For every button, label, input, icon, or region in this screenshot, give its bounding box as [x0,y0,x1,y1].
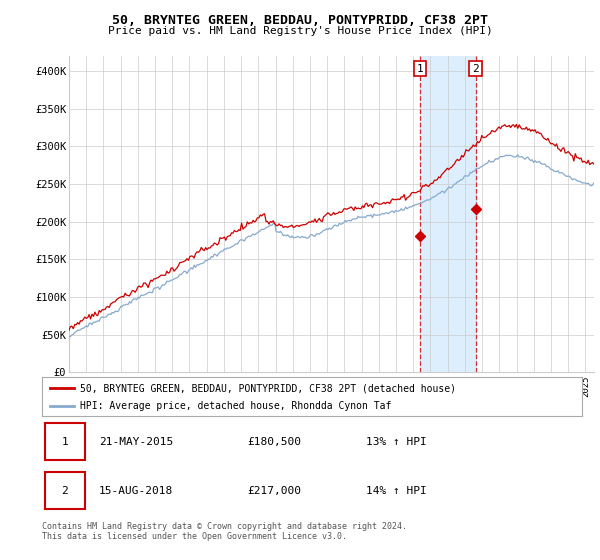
Text: £217,000: £217,000 [247,486,301,496]
Text: 14% ↑ HPI: 14% ↑ HPI [366,486,427,496]
Text: 13% ↑ HPI: 13% ↑ HPI [366,437,427,446]
Text: 15-AUG-2018: 15-AUG-2018 [98,486,173,496]
Text: 50, BRYNTEG GREEN, BEDDAU, PONTYPRIDD, CF38 2PT: 50, BRYNTEG GREEN, BEDDAU, PONTYPRIDD, C… [112,14,488,27]
Text: 1: 1 [416,64,424,74]
Text: 21-MAY-2015: 21-MAY-2015 [98,437,173,446]
Text: Contains HM Land Registry data © Crown copyright and database right 2024.
This d: Contains HM Land Registry data © Crown c… [42,522,407,542]
FancyBboxPatch shape [45,472,85,509]
Text: 50, BRYNTEG GREEN, BEDDAU, PONTYPRIDD, CF38 2PT (detached house): 50, BRYNTEG GREEN, BEDDAU, PONTYPRIDD, C… [80,383,456,393]
Text: 1: 1 [61,437,68,446]
Text: 2: 2 [61,486,68,496]
Text: HPI: Average price, detached house, Rhondda Cynon Taf: HPI: Average price, detached house, Rhon… [80,401,391,411]
Text: 2: 2 [472,64,479,74]
Bar [420,56,476,372]
Text: £180,500: £180,500 [247,437,301,446]
FancyBboxPatch shape [45,423,85,460]
Text: Price paid vs. HM Land Registry's House Price Index (HPI): Price paid vs. HM Land Registry's House … [107,26,493,36]
